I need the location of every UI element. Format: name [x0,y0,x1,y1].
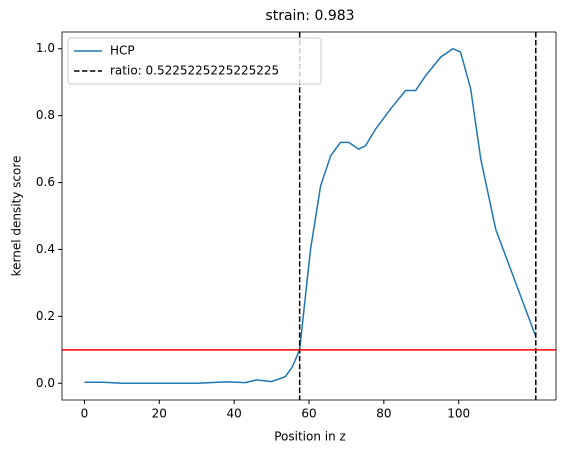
y-tick-label: 0.2 [36,309,55,323]
chart-title: strain: 0.983 [265,8,354,24]
y-tick-label: 1.0 [36,41,55,55]
line [84,47,537,385]
y-tick-label: 0.6 [36,175,55,189]
y-tick-label: 0.0 [36,376,55,390]
legend-box [67,37,322,85]
axes-frame [61,31,557,401]
x-tick-label: 60 [301,407,316,421]
y-tick-label: 0.8 [36,108,55,122]
x-tick-label: 80 [376,407,391,421]
x-tick-label: 0 [81,407,89,421]
y-tick-label: 0.4 [36,242,55,256]
x-tick-label: 100 [447,407,470,421]
x-tick-label: 20 [152,407,167,421]
legend-label: ratio: 0.5225225225225225 [110,64,279,78]
x-tick-label: 40 [227,407,242,421]
y-axis-label: kernel density score [10,156,24,277]
legend-label: HCP [110,44,135,58]
x-axis-label: Position in z [274,430,346,444]
